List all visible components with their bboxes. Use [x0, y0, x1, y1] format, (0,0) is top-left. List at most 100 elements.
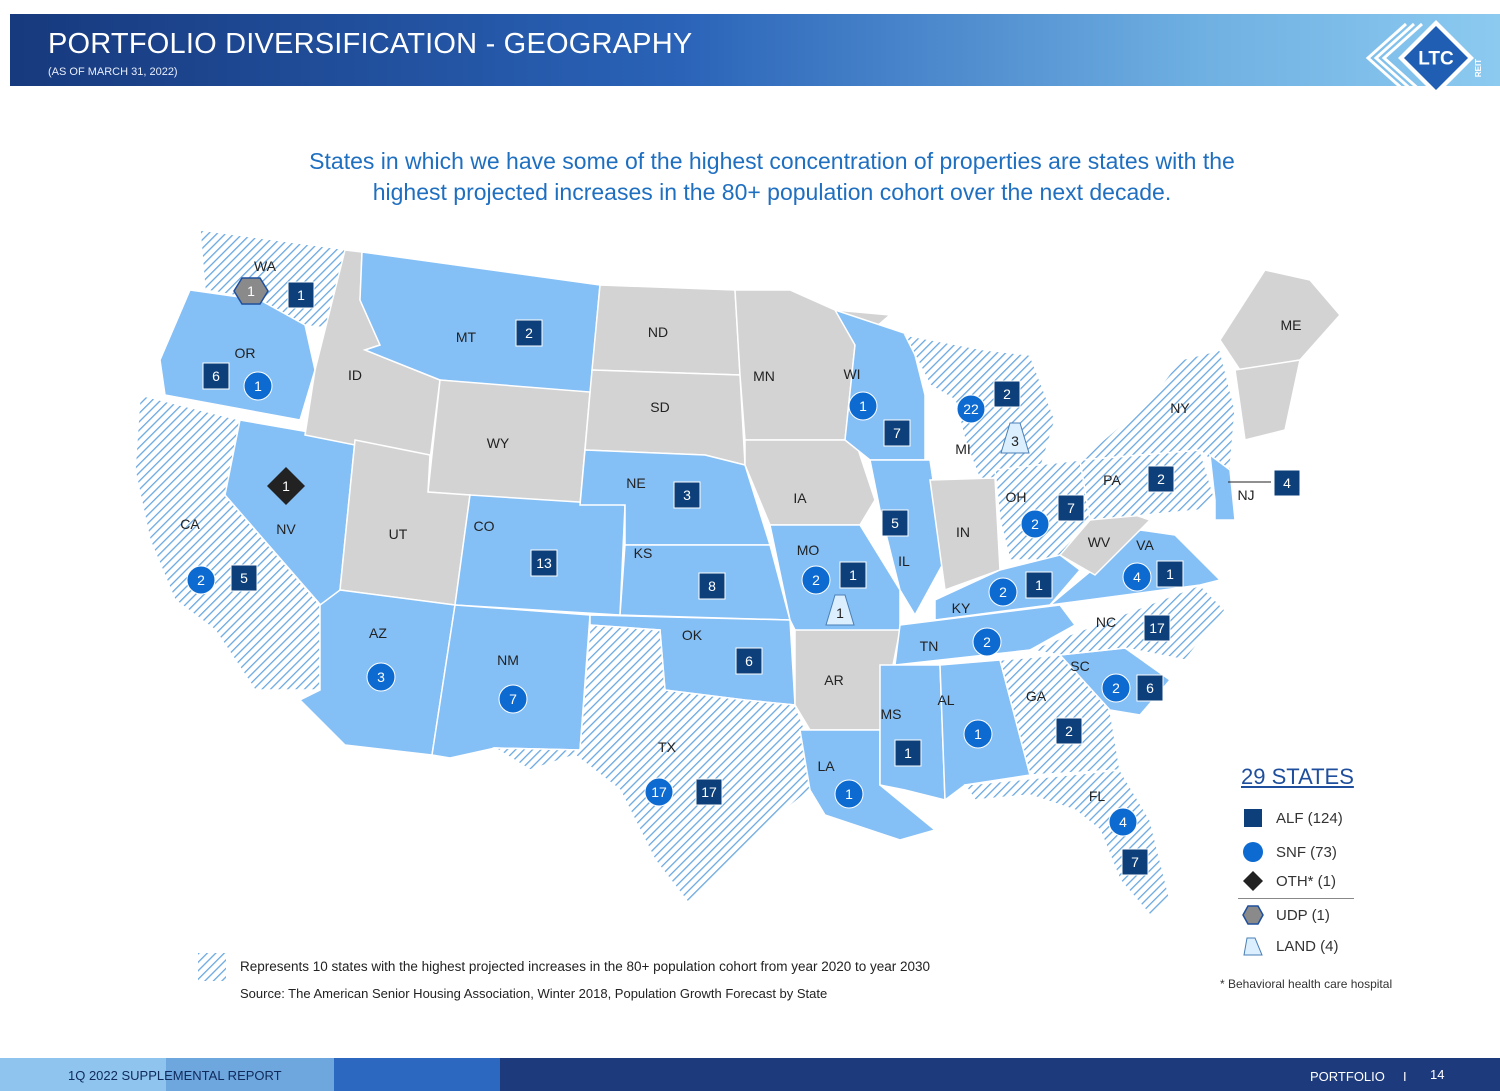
marker-count: 17: [651, 784, 667, 800]
marker-count: 3: [683, 487, 691, 503]
marker-co-alf: 13: [530, 549, 558, 577]
state-label-fl: FL: [1089, 788, 1106, 804]
legend-item-udp: UDP (1): [1242, 904, 1330, 926]
marker-count: 1: [845, 786, 853, 802]
marker-count: 1: [1035, 577, 1043, 593]
marker-count: 17: [701, 784, 717, 800]
state-label-ok: OK: [682, 627, 703, 643]
state-label-mt: MT: [456, 329, 477, 345]
state-label-tx: TX: [658, 739, 677, 755]
state-label-ca: CA: [180, 516, 200, 532]
marker-mt-alf: 2: [515, 319, 543, 347]
legend-label: OTH* (1): [1276, 872, 1336, 890]
state-label-ny: NY: [1170, 400, 1190, 416]
marker-tn-snf: 2: [972, 627, 1002, 657]
marker-mi-land: 3: [1000, 422, 1030, 454]
marker-tx-alf: 17: [695, 778, 723, 806]
marker-or-alf: 6: [202, 362, 230, 390]
marker-count: 2: [197, 572, 205, 588]
marker-count: 3: [377, 669, 385, 685]
header-banner: PORTFOLIO DIVERSIFICATION - GEOGRAPHY (A…: [10, 14, 1500, 96]
marker-nc-alf: 17: [1143, 614, 1171, 642]
marker-mi-alf: 2: [993, 380, 1021, 408]
marker-ne-alf: 3: [673, 481, 701, 509]
marker-count: 17: [1149, 620, 1165, 636]
state-label-wi: WI: [843, 366, 860, 382]
marker-fl-alf: 7: [1121, 848, 1149, 876]
marker-count: 1: [247, 283, 255, 299]
marker-count: 1: [849, 567, 857, 583]
marker-count: 2: [1003, 386, 1011, 402]
marker-count: 1: [254, 378, 262, 394]
marker-ga-alf: 2: [1055, 717, 1083, 745]
legend-label: SNF (73): [1276, 843, 1337, 861]
state-label-ky: KY: [952, 600, 971, 616]
marker-count: 22: [963, 401, 979, 417]
footer: 1Q 2022 SUPPLEMENTAL REPORT PORTFOLIO I …: [0, 1058, 1500, 1091]
marker-ky-alf: 1: [1025, 571, 1053, 599]
udp-hexagon-icon: [1242, 905, 1264, 925]
marker-sc-alf: 6: [1136, 674, 1164, 702]
marker-wa-alf: 1: [287, 281, 315, 309]
state-label-nj: NJ: [1237, 487, 1254, 503]
state-label-ut: UT: [389, 526, 408, 542]
marker-nv-oth: 1: [267, 467, 305, 505]
state-label-nd: ND: [648, 324, 668, 340]
state-label-in: IN: [956, 524, 970, 540]
marker-count: 2: [1065, 723, 1073, 739]
marker-ca-alf: 5: [230, 564, 258, 592]
state-ny: [1077, 349, 1236, 472]
state-label-nv: NV: [276, 521, 296, 537]
marker-mi-snf: 22: [956, 394, 986, 424]
legend-label: ALF (124): [1276, 809, 1343, 827]
footer-section-label: PORTFOLIO: [1310, 1069, 1385, 1084]
marker-count: 1: [836, 605, 844, 621]
state-label-al: AL: [937, 692, 954, 708]
state-label-mi: MI: [955, 441, 971, 457]
legend-item-oth: OTH* (1): [1242, 870, 1336, 892]
legend-separator: [1238, 898, 1354, 899]
marker-ks-alf: 8: [698, 572, 726, 600]
footer-separator: I: [1403, 1069, 1407, 1084]
logo-subtext: REIT: [1474, 59, 1483, 77]
marker-count: 5: [891, 515, 899, 531]
marker-nj-alf: 4: [1273, 469, 1301, 497]
state-ia: [744, 439, 876, 526]
marker-count: 5: [240, 570, 248, 586]
marker-count: 1: [859, 398, 867, 414]
marker-va-alf: 1: [1156, 560, 1184, 588]
marker-count: 3: [1011, 433, 1019, 449]
marker-count: 6: [745, 653, 753, 669]
marker-count: 2: [1112, 680, 1120, 696]
marker-oh-alf: 7: [1057, 494, 1085, 522]
marker-count: 7: [1067, 500, 1075, 516]
marker-count: 7: [1131, 854, 1139, 870]
legend-item-snf: SNF (73): [1242, 841, 1337, 863]
state-label-me: ME: [1281, 317, 1302, 333]
state-tx: [492, 624, 811, 907]
legend-item-alf: ALF (124): [1242, 807, 1343, 829]
state-label-tn: TN: [920, 638, 939, 654]
state-label-sc: SC: [1070, 658, 1089, 674]
marker-count: 13: [536, 555, 552, 571]
marker-count: 8: [708, 578, 716, 594]
logo-text: LTC: [1418, 49, 1454, 70]
land-trapezoid-icon: [1243, 937, 1263, 956]
snf-circle-icon: [1243, 842, 1263, 862]
marker-count: 4: [1119, 814, 1127, 830]
marker-ok-alf: 6: [735, 647, 763, 675]
marker-count: 2: [999, 584, 1007, 600]
marker-count: 1: [974, 726, 982, 742]
state-label-ks: KS: [634, 545, 653, 561]
state-label-nm: NM: [497, 652, 519, 668]
state-label-ga: GA: [1026, 688, 1047, 704]
state-label-il: IL: [898, 553, 910, 569]
headline: States in which we have some of the high…: [309, 148, 1235, 205]
alf-square-icon: [1244, 809, 1262, 827]
state-new-england: [1234, 359, 1301, 441]
marker-tx-snf: 17: [644, 777, 674, 807]
marker-count: 1: [904, 745, 912, 761]
marker-count: 2: [1031, 516, 1039, 532]
state-label-id: ID: [348, 367, 362, 383]
